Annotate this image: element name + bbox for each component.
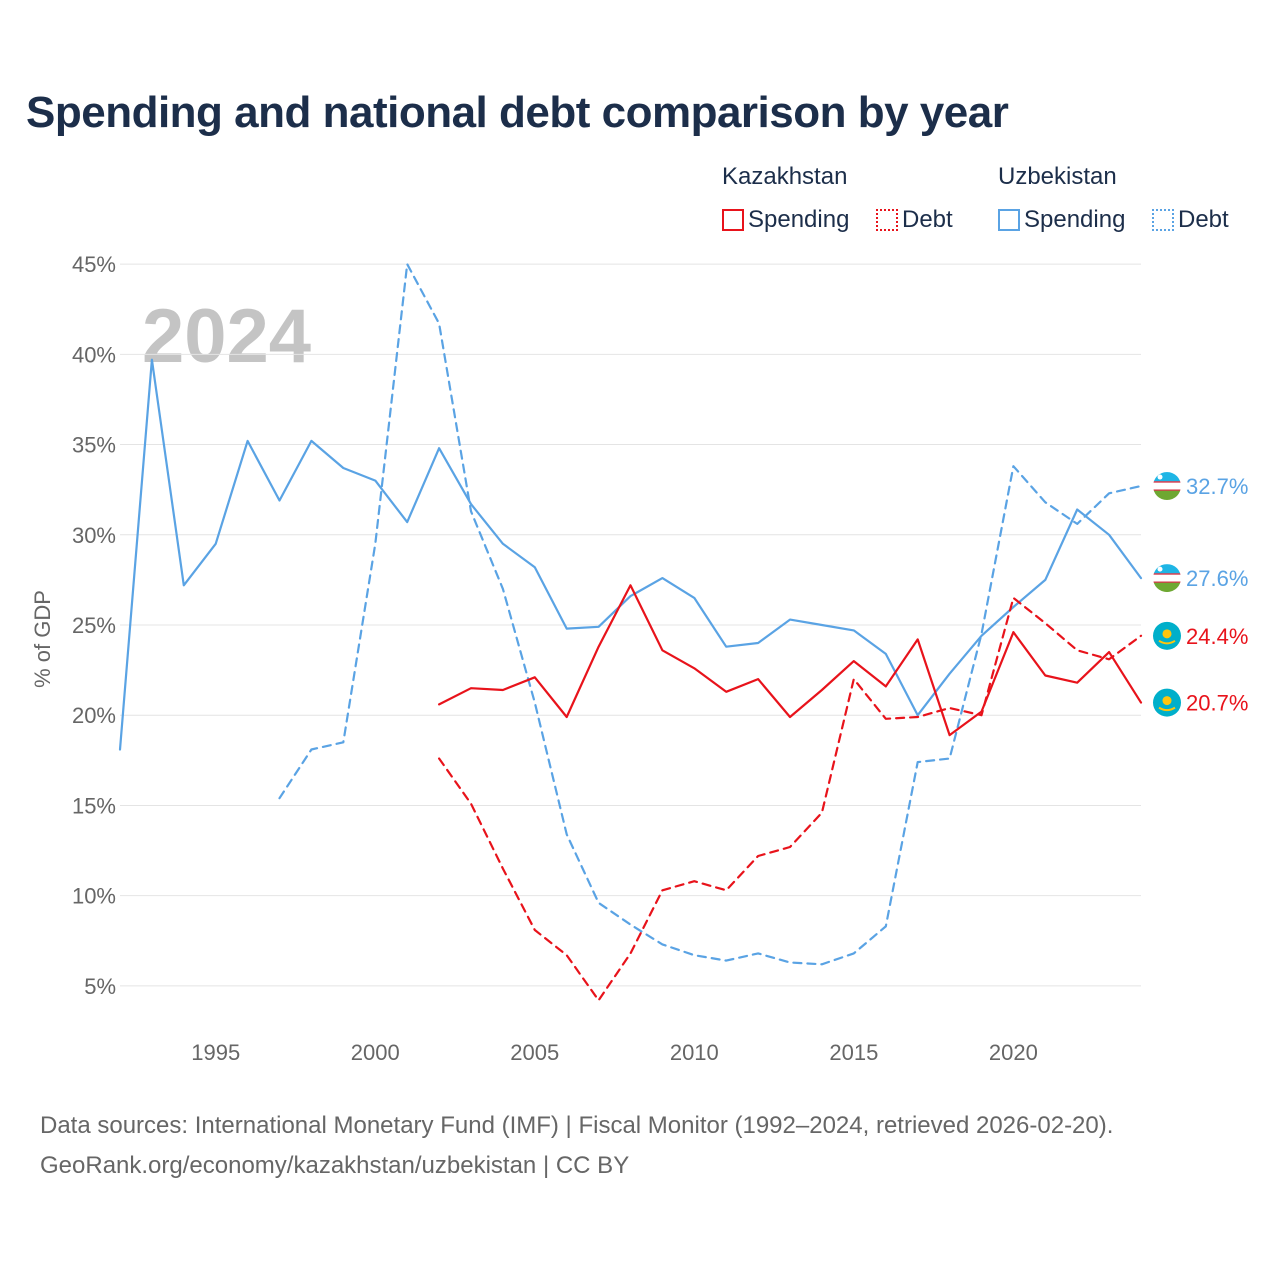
flag-eagle — [1158, 639, 1176, 645]
x-tick-label-2020: 2020 — [989, 1040, 1038, 1065]
legend-swatch-kazakhstan-debt — [876, 209, 898, 231]
y-tick-label-5: 5% — [84, 974, 116, 999]
y-tick-label-10: 10% — [72, 884, 116, 909]
legend-kazakhstan-spending[interactable]: Spending — [722, 204, 849, 236]
data-sources-text: Data sources: International Monetary Fun… — [40, 1112, 1114, 1139]
flag-band-white — [1153, 573, 1181, 583]
flag-stripe-bottom — [1153, 581, 1181, 583]
y-tick-label-35: 35% — [72, 433, 116, 458]
x-tick-label-2010: 2010 — [670, 1040, 719, 1065]
y-tick-label-40: 40% — [72, 342, 116, 367]
end-value-label: 27.6% — [1186, 566, 1248, 591]
year-watermark: 2024 — [142, 294, 311, 379]
flag-stripe-bottom — [1153, 489, 1181, 491]
legend-swatch-uzbekistan-spending — [998, 209, 1020, 231]
flag-stripe-top — [1153, 481, 1181, 483]
legend-label-uzbekistan-spending: Spending — [1024, 206, 1126, 233]
series-line-uzbekistan-spending — [118, 358, 1143, 751]
flag-stripe-top — [1153, 573, 1181, 575]
legend-uzbekistan-spending[interactable]: Spending — [998, 204, 1125, 236]
legend-swatch-kazakhstan-spending — [722, 209, 744, 231]
flag-crescent — [1157, 566, 1163, 572]
legend-swatch-uzbekistan-debt — [1152, 209, 1174, 231]
series-line-uzbekistan-debt — [278, 263, 1143, 966]
end-value-label: 24.4% — [1186, 624, 1248, 649]
flag-eagle — [1158, 706, 1176, 712]
uzbekistan-flag-icon — [1153, 472, 1181, 501]
x-tick-label-1995: 1995 — [191, 1040, 240, 1065]
y-axis-label: % of GDP — [30, 590, 55, 688]
series-line-kazakhstan-debt — [438, 596, 1143, 1002]
legend-kazakhstan-debt[interactable]: Debt — [876, 204, 953, 236]
flag-band-blue — [1153, 564, 1181, 574]
flag-sun — [1162, 629, 1172, 639]
end-value-label: 20.7% — [1186, 691, 1248, 716]
x-tick-label-2005: 2005 — [510, 1040, 559, 1065]
uzbekistan-flag-icon — [1153, 564, 1181, 593]
legend-label-kazakhstan-debt: Debt — [902, 206, 953, 233]
end-marker-uzbekistan-debt — [1153, 472, 1181, 501]
flag-sun — [1162, 696, 1172, 706]
chart-title: Spending and national debt comparison by… — [26, 88, 1009, 137]
y-tick-label-15: 15% — [72, 793, 116, 818]
y-tick-label-30: 30% — [72, 523, 116, 548]
footer: Data sources: International Monetary Fun… — [40, 1106, 1113, 1186]
flag-crescent — [1157, 474, 1163, 480]
x-tick-label-2015: 2015 — [829, 1040, 878, 1065]
end-value-label: 32.7% — [1186, 474, 1248, 499]
flag-band-green — [1153, 582, 1181, 593]
flag-band-blue — [1153, 472, 1181, 482]
y-tick-label-25: 25% — [72, 613, 116, 638]
flag-band-green — [1153, 490, 1181, 501]
legend-uzbekistan-title: Uzbekistan — [998, 163, 1117, 190]
flag-band-white — [1153, 481, 1181, 491]
legend-uzbekistan-debt[interactable]: Debt — [1152, 204, 1229, 236]
y-tick-label-20: 20% — [72, 703, 116, 728]
y-tick-label-45: 45% — [72, 252, 116, 277]
legend-label-uzbekistan-debt: Debt — [1178, 206, 1229, 233]
x-tick-label-2000: 2000 — [351, 1040, 400, 1065]
line-chart: 2024 5% 10% 15% 20% 25% 30% 35% 40% 45% % of GDP 19… — [30, 252, 1248, 1065]
source-link-text: GeoRank.org/economy/kazakhstan/uzbekista… — [40, 1152, 630, 1179]
series-line-kazakhstan-spending — [438, 584, 1143, 737]
legend-label-kazakhstan-spending: Spending — [748, 206, 850, 233]
legend-kazakhstan-title: Kazakhstan — [722, 163, 848, 190]
end-marker-kazakhstan-debt — [1153, 621, 1181, 650]
end-marker-uzbekistan-spending — [1153, 564, 1181, 593]
end-marker-kazakhstan-spending — [1153, 688, 1181, 717]
